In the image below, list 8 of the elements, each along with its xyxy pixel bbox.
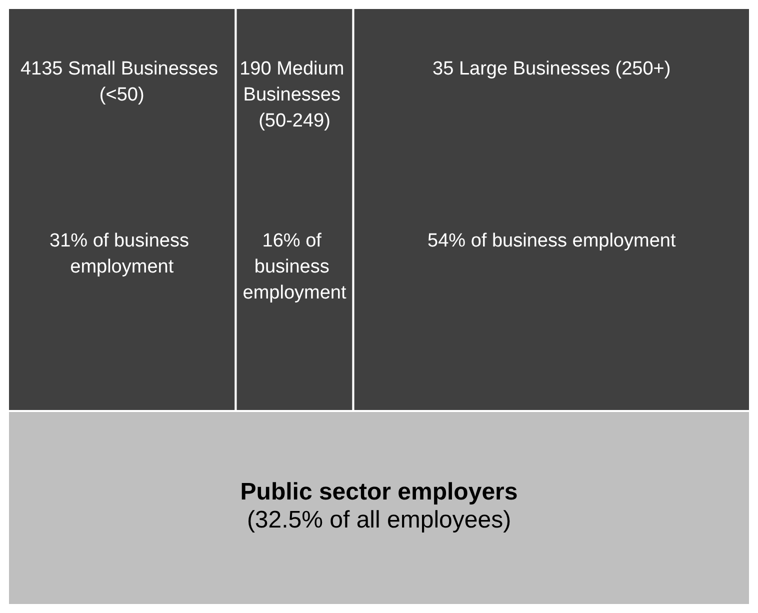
data-label: 54% of business employment xyxy=(428,230,676,252)
data-label: 31% of business employment xyxy=(50,230,194,278)
category-label: 4135 Small Businesses (<50) xyxy=(20,58,224,106)
category-label: Public sector employers xyxy=(240,478,518,506)
category-label: 190 Medium Businesses (50-249) xyxy=(240,58,350,132)
data-label: (32.5% of all employees) xyxy=(246,506,512,534)
category-label: 35 Large Businesses (250+) xyxy=(432,58,671,80)
data-label: 16% of business employment xyxy=(242,230,347,304)
